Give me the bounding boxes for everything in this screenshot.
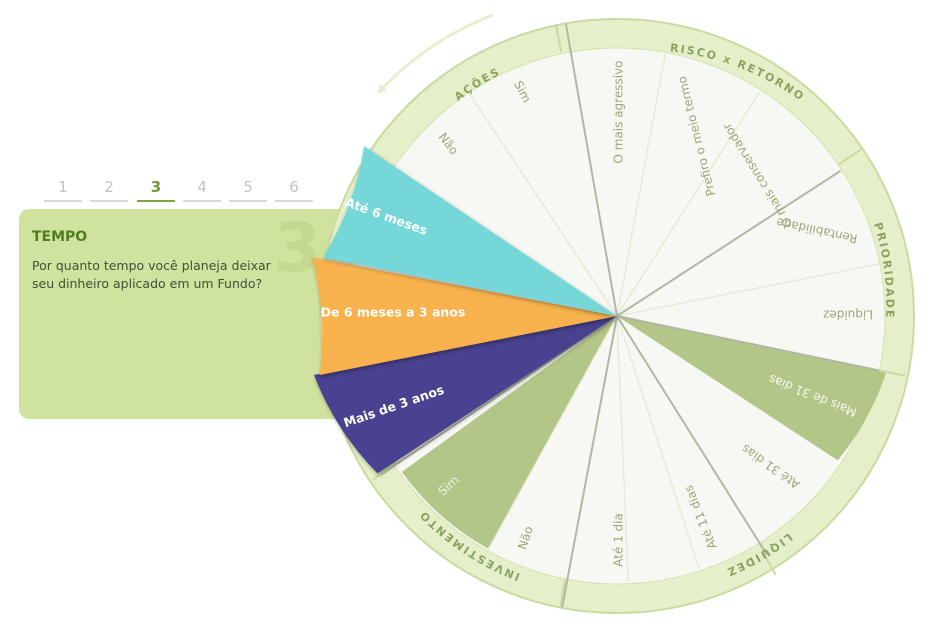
step-navigation: 1 2 3 4 5 6 <box>44 178 314 204</box>
step-1[interactable]: 1 <box>44 178 82 202</box>
step-underline <box>44 200 82 202</box>
step-5[interactable]: 5 <box>229 178 267 202</box>
step-label: 1 <box>58 178 68 196</box>
option-prioridade-liquidez[interactable]: Liquidez <box>823 308 873 322</box>
step-2[interactable]: 2 <box>90 178 128 202</box>
step-underline <box>229 200 267 202</box>
segment-dividers <box>469 48 884 582</box>
option-risco-agressivo[interactable]: O mais agressivo <box>612 60 626 163</box>
step-6[interactable]: 6 <box>275 178 313 202</box>
time-label-6-meses-3-anos[interactable]: De 6 meses a 3 anos <box>321 305 466 320</box>
rotate-arrow-icon <box>377 13 494 94</box>
time-option-mais-3-anos[interactable] <box>314 316 617 474</box>
question-title: TEMPO <box>32 229 88 245</box>
step-label: 2 <box>104 178 114 196</box>
question-panel: 3 TEMPO Por quanto tempo você planeja de… <box>19 209 379 419</box>
step-label: 3 <box>150 178 162 196</box>
ring-dividers <box>372 23 906 607</box>
step-label: 6 <box>289 178 299 196</box>
step-underline <box>137 200 175 202</box>
step-underline <box>275 200 313 202</box>
time-option-6-meses-3-anos[interactable] <box>312 257 617 375</box>
step-underline <box>90 200 128 202</box>
liquidez-31-segment[interactable] <box>617 316 887 461</box>
option-investimento-nao[interactable]: Não <box>515 524 536 551</box>
step-number-watermark: 3 <box>274 209 322 288</box>
step-label: 5 <box>243 178 253 196</box>
investimento-sim-segment[interactable] <box>401 316 617 549</box>
step-label: 4 <box>197 178 207 196</box>
question-text: Por quanto tempo você planeja deixar seu… <box>32 258 271 291</box>
time-option-ate-6-meses[interactable] <box>323 146 617 316</box>
step-underline <box>183 200 221 202</box>
investimento-nao-segment[interactable] <box>488 316 629 583</box>
step-4[interactable]: 4 <box>183 178 221 202</box>
option-liquidez-ate-1-dia[interactable]: Até 1 dia <box>612 513 626 567</box>
category-dividers <box>380 23 887 609</box>
step-3[interactable]: 3 <box>137 178 175 202</box>
